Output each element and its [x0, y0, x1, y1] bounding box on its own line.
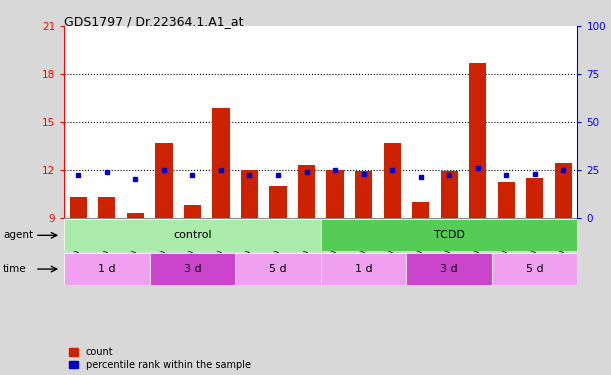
- Bar: [98, 197, 115, 217]
- Text: 5 d: 5 d: [269, 264, 287, 274]
- Text: 1 d: 1 d: [98, 264, 115, 274]
- Text: 3 d: 3 d: [184, 264, 201, 274]
- Bar: [469, 63, 486, 217]
- Bar: [441, 171, 458, 217]
- Text: TCDD: TCDD: [434, 230, 464, 240]
- Bar: [184, 205, 201, 218]
- Text: 1 d: 1 d: [355, 264, 372, 274]
- Bar: [355, 171, 372, 217]
- Bar: [235, 253, 321, 285]
- Bar: [497, 183, 514, 218]
- Text: time: time: [3, 264, 27, 274]
- Bar: [155, 142, 172, 218]
- Bar: [150, 253, 235, 285]
- Bar: [213, 108, 230, 218]
- Bar: [406, 253, 492, 285]
- Bar: [70, 197, 87, 217]
- Bar: [64, 253, 150, 285]
- Bar: [241, 170, 258, 217]
- Text: 3 d: 3 d: [441, 264, 458, 274]
- Bar: [64, 219, 321, 251]
- Bar: [384, 142, 401, 218]
- Text: 5 d: 5 d: [526, 264, 543, 274]
- Legend: count, percentile rank within the sample: count, percentile rank within the sample: [69, 347, 251, 370]
- Bar: [269, 186, 287, 218]
- Bar: [326, 170, 343, 217]
- Bar: [321, 253, 406, 285]
- Bar: [321, 219, 577, 251]
- Text: GDS1797 / Dr.22364.1.A1_at: GDS1797 / Dr.22364.1.A1_at: [64, 15, 244, 28]
- Bar: [526, 178, 543, 218]
- Text: agent: agent: [3, 230, 33, 240]
- Bar: [127, 213, 144, 217]
- Bar: [555, 164, 572, 218]
- Bar: [412, 202, 429, 217]
- Text: control: control: [173, 230, 212, 240]
- Bar: [298, 165, 315, 218]
- Bar: [492, 253, 577, 285]
